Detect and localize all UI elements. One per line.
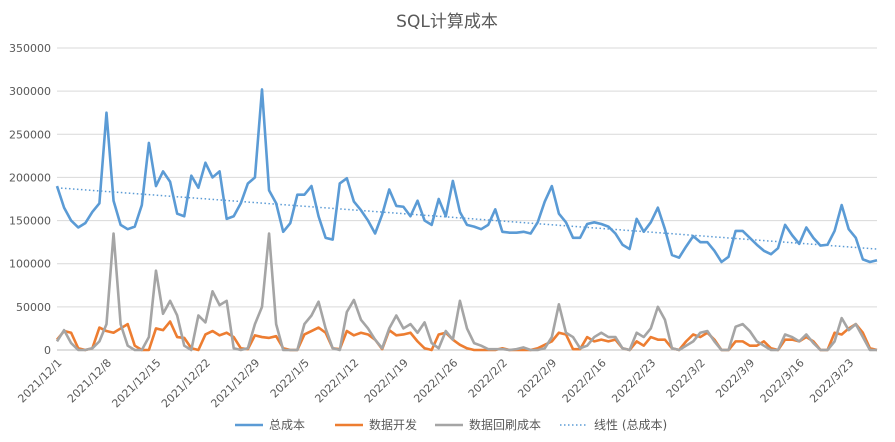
x-tick-label: 2022/1/19: [362, 356, 411, 405]
x-tick-label: 2021/12/22: [159, 356, 213, 410]
grid-lines: [57, 47, 877, 351]
y-tick-label: 200000: [9, 171, 51, 184]
y-tick-label: 300000: [9, 85, 51, 98]
y-tick-label: 100000: [9, 258, 51, 271]
y-tick-label: 50000: [16, 301, 51, 314]
x-tick-label: 2022/3/23: [807, 356, 856, 405]
x-tick-label: 2022/2/16: [560, 356, 609, 405]
x-tick-label: 2021/12/29: [208, 356, 262, 410]
x-tick-label: 2022/1/26: [411, 356, 460, 405]
x-axis-ticks: 2021/12/1 2021/12/82021/12/152021/12/2220…: [15, 356, 856, 410]
x-tick-label: 2022/3/2: [664, 356, 708, 400]
legend-label: 总成本: [269, 418, 305, 432]
y-tick-label: 0: [44, 344, 51, 357]
legend: 总成本 数据开发 数据回刷成本 线性 (总成本): [235, 417, 667, 432]
series-line-0: [55, 88, 878, 264]
series-line-2: [55, 232, 877, 352]
x-tick-label: 2022/3/9: [713, 356, 757, 400]
y-tick-label: 150000: [9, 215, 51, 228]
chart-title: SQL计算成本: [396, 12, 498, 32]
x-tick-label: 2021/12/15: [110, 356, 164, 410]
x-tick-label: 2021/12/8: [65, 356, 114, 405]
y-tick-label: 250000: [9, 128, 51, 141]
x-tick-label: 2021/12/1: [15, 356, 64, 405]
series-line-1: [55, 320, 878, 352]
x-tick-label: 2022/2/2: [466, 356, 510, 400]
y-axis-ticks: 0 50000 100000 150000 200000 250000 300000 3500…: [9, 42, 51, 357]
legend-label: 数据回刷成本: [469, 417, 541, 432]
legend-label: 数据开发: [369, 417, 417, 432]
y-tick-label: 350000: [9, 42, 51, 55]
legend-label: 线性 (总成本): [594, 418, 667, 432]
series-line-3: [56, 187, 878, 250]
series-lines: [55, 88, 878, 352]
x-tick-label: 2022/2/23: [609, 356, 658, 405]
x-tick-label: 2022/1/5: [268, 356, 312, 400]
x-tick-label: 2022/1/12: [312, 356, 361, 405]
x-tick-label: 2022/2/9: [515, 356, 559, 400]
x-tick-label: 2022/3/16: [758, 356, 807, 405]
